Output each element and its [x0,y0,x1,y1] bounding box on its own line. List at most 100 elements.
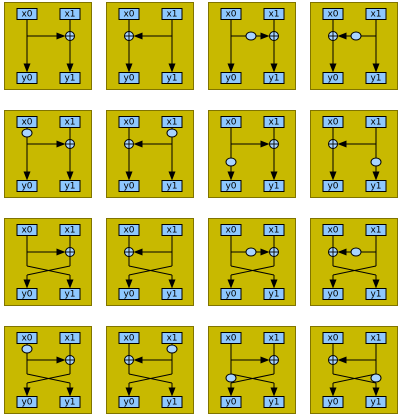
output-y0-label-text: y0 [21,182,32,192]
output-y1-label: y1 [59,396,81,408]
input-x1-label: x1 [263,116,285,128]
diagram-cell-r4-c3: x0 x1 y0 y1 [208,326,296,414]
output-y0-label-text: y0 [327,182,338,192]
diagram-cell-r1-c2: x0 x1 y0 y1 [106,2,194,90]
xor-node [269,355,279,365]
output-y1-label-box [263,288,285,300]
input-x0-label-text: x0 [327,334,338,344]
input-x0-label: x0 [322,8,344,20]
butterfly-arrowhead [133,140,143,148]
output-y0-label-box [16,288,38,300]
output-y0-label: y0 [220,180,242,192]
butterfly-arrowhead [337,356,347,364]
output-y0-label: y0 [118,396,140,408]
input-x0-label: x0 [322,224,344,236]
arrowhead-y1 [372,63,380,73]
input-x1-label-text: x1 [64,10,75,20]
arrowhead-y1 [66,387,74,397]
input-x0-label: x0 [220,8,242,20]
output-y0-label: y0 [16,396,38,408]
multiplier-node [370,157,382,167]
output-y0-label-box [220,288,242,300]
arrowhead-y1 [270,387,278,397]
output-y0-label-text: y0 [21,290,32,300]
diagram-cell-r1-c4: x0 x1 y0 y1 [310,2,398,90]
input-x0-label: x0 [220,116,242,128]
arrowhead-y0 [227,387,235,397]
butterfly-arrowhead [133,356,143,364]
input-x0-label: x0 [322,332,344,344]
input-x1-label: x1 [59,116,81,128]
output-y0-label-text: y0 [225,182,236,192]
input-x1-label: x1 [161,332,183,344]
output-y0-label-text: y0 [21,74,32,84]
arrowhead-y0 [125,387,133,397]
arrowhead-y1 [168,279,176,289]
input-x0-label-box [220,332,242,344]
output-y0-label-box [220,180,242,192]
multiplier-node [166,128,178,138]
output-y1-label-text: y1 [370,398,381,408]
output-y0-label: y0 [322,180,344,192]
input-x0-label: x0 [16,224,38,236]
multiplier-node [350,31,362,41]
input-x1-label-box [161,8,183,20]
input-x0-label-box [16,332,38,344]
multiplier-node [245,31,257,41]
output-y0-label-box [322,180,344,192]
input-x0-label-text: x0 [225,118,236,128]
cell-diagram: x0 x1 y0 y1 [208,110,296,198]
output-y1-label: y1 [59,180,81,192]
cross-line-b [230,373,275,384]
input-x0-label: x0 [16,116,38,128]
multiplier-node [21,128,33,138]
input-x1-label-text: x1 [64,226,75,236]
output-y1-label-text: y1 [370,182,381,192]
input-x0-label-text: x0 [327,10,338,20]
butterfly-arrowhead [337,248,347,256]
output-y0-label-text: y0 [21,398,32,408]
input-x0-label-box [220,8,242,20]
arrowhead-y0 [23,63,31,73]
input-x1-label-box [263,224,285,236]
input-x1-label: x1 [263,224,285,236]
output-y1-label-box [161,396,183,408]
diagram-cell-r4-c1: x0 x1 y0 y1 [4,326,92,414]
output-y0-label: y0 [118,288,140,300]
input-x1-label-text: x1 [166,334,177,344]
xor-node [124,355,134,365]
arrowhead-y0 [227,279,235,289]
butterfly-arrowhead [260,248,270,256]
output-y0-label: y0 [322,72,344,84]
arrowhead-y1 [270,171,278,181]
butterfly-arrowhead [56,248,66,256]
output-y1-label-box [365,396,387,408]
xor-node [65,247,75,257]
cross-line-b [128,265,173,276]
output-y0-label-text: y0 [225,398,236,408]
output-y1-label-text: y1 [166,74,177,84]
cross-line-b [128,373,173,384]
cell-diagram: x0 x1 y0 y1 [310,326,398,414]
xor-node [65,355,75,365]
output-y1-label: y1 [365,396,387,408]
output-y1-label-box [365,288,387,300]
output-y1-label-box [161,288,183,300]
output-y0-label-text: y0 [327,74,338,84]
input-x1-label-text: x1 [268,118,279,128]
output-y0-label-box [118,180,140,192]
arrowhead-y1 [168,171,176,181]
input-x1-label-box [263,332,285,344]
input-x1-label-box [263,116,285,128]
arrowhead-y0 [125,63,133,73]
input-x0-label: x0 [16,8,38,20]
input-x0-label-text: x0 [123,226,134,236]
output-y0-label: y0 [16,72,38,84]
input-x0-label-box [118,332,140,344]
output-y1-label-box [263,72,285,84]
input-x1-label-box [59,332,81,344]
input-x0-label-text: x0 [123,334,134,344]
output-y1-label-box [365,180,387,192]
diagram-cell-r4-c4: x0 x1 y0 y1 [310,326,398,414]
input-x1-label-text: x1 [64,334,75,344]
